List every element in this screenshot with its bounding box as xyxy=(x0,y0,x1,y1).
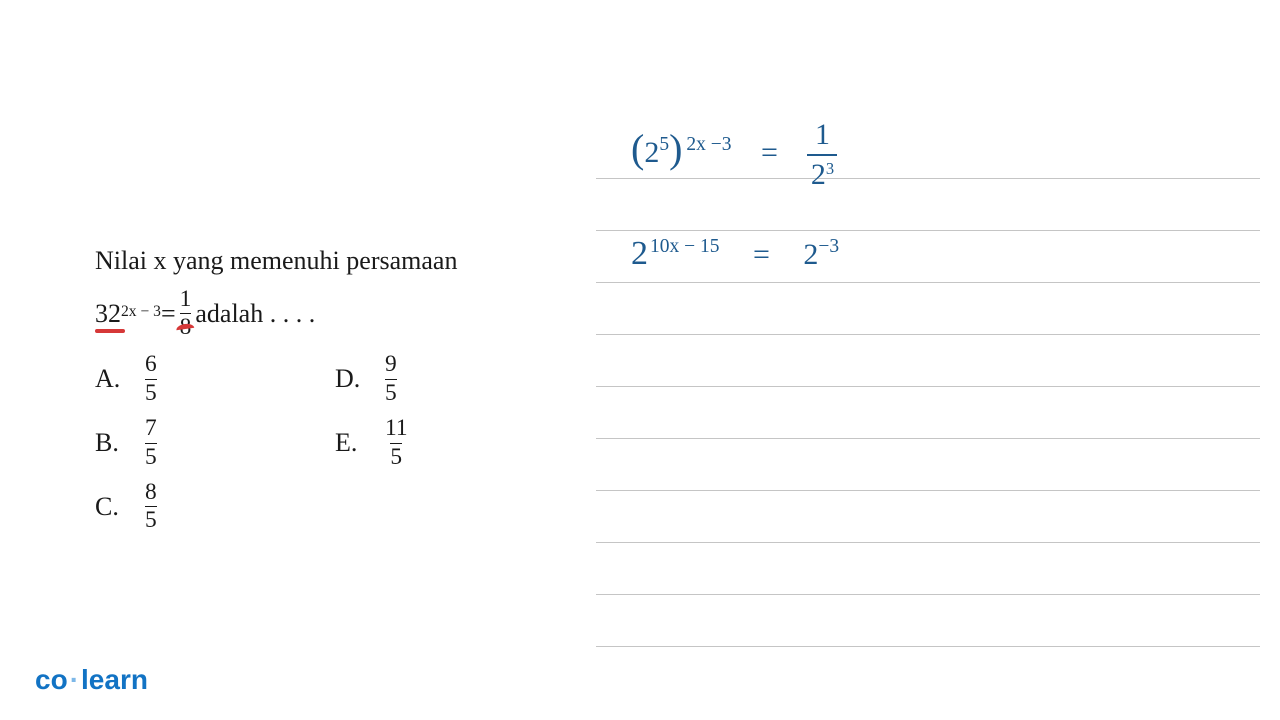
base-value: 32 xyxy=(95,299,121,328)
question-panel: Nilai x yang memenuhi persamaan 32 2x − … xyxy=(95,240,575,545)
hw2-exp: 10x − 15 xyxy=(650,236,720,257)
hw1-equals: = xyxy=(761,136,778,169)
hw1-base-exp: 5 xyxy=(659,134,669,155)
logo-dot: · xyxy=(70,664,79,695)
equation-exponent: 2x − 3 xyxy=(121,303,161,321)
hw1-paren-close: ) xyxy=(669,126,682,171)
hw1-outer-exp: 2x −3 xyxy=(686,134,731,155)
option-b: B. 7 5 xyxy=(95,417,335,469)
option-e-num: 11 xyxy=(385,417,408,442)
hw-step1: (25)2x −3 = 1 23 xyxy=(631,120,837,190)
option-d-num: 9 xyxy=(385,353,397,378)
rhs-num: 1 xyxy=(180,288,192,313)
hw1-paren-open: ( xyxy=(631,126,644,171)
hw2-rhs-exp: −3 xyxy=(818,236,839,257)
hw1-base: 2 xyxy=(644,136,659,169)
option-c-num: 8 xyxy=(145,481,157,506)
option-c-frac: 8 5 xyxy=(145,481,157,533)
hw1-rhs-num: 1 xyxy=(815,120,830,154)
option-d-label: D. xyxy=(335,364,365,394)
logo: co·learn xyxy=(35,664,148,696)
question-equation: 32 2x − 3 = 1 8 adalah . . . . xyxy=(95,288,575,340)
ruled-line xyxy=(596,594,1260,595)
option-a: A. 6 5 xyxy=(95,353,335,405)
notebook-panel: (25)2x −3 = 1 23 210x − 15 = 2−3 xyxy=(596,0,1280,720)
option-row-2: B. 7 5 E. 11 5 xyxy=(95,417,575,469)
rhs-fraction: 1 8 xyxy=(180,288,192,340)
rhs-fraction-wrap: 1 8 xyxy=(176,288,196,340)
hw1-rhs-den: 23 xyxy=(807,154,837,190)
question-line1: Nilai x yang memenuhi persamaan xyxy=(95,246,457,275)
ruled-line xyxy=(596,490,1260,491)
option-c-den: 5 xyxy=(145,506,157,532)
options-list: A. 6 5 D. 9 5 B. 7 5 xyxy=(95,353,575,532)
ruled-line xyxy=(596,438,1260,439)
option-e-label: E. xyxy=(335,428,365,458)
hw1-rhs-frac: 1 23 xyxy=(807,120,837,190)
hw1-rhs-den-exp: 3 xyxy=(826,159,834,178)
equation-suffix: adalah . . . . xyxy=(195,299,315,329)
option-b-frac: 7 5 xyxy=(145,417,157,469)
option-b-label: B. xyxy=(95,428,125,458)
hw1-rhs-den-base: 2 xyxy=(811,158,826,191)
option-e-den: 5 xyxy=(390,443,402,469)
option-b-den: 5 xyxy=(145,443,157,469)
hw2-equals: = xyxy=(753,238,770,271)
option-a-frac: 6 5 xyxy=(145,353,157,405)
ruled-line xyxy=(596,646,1260,647)
option-row-3: C. 8 5 xyxy=(95,481,575,533)
ruled-line xyxy=(596,542,1260,543)
question-prompt: Nilai x yang memenuhi persamaan xyxy=(95,240,575,282)
logo-part2: learn xyxy=(81,664,148,695)
option-a-den: 5 xyxy=(145,379,157,405)
option-e: E. 11 5 xyxy=(335,417,575,469)
option-row-1: A. 6 5 D. 9 5 xyxy=(95,353,575,405)
red-underline-base xyxy=(95,329,125,333)
ruled-line xyxy=(596,230,1260,231)
hw2-base: 2 xyxy=(631,235,648,272)
option-c: C. 8 5 xyxy=(95,481,365,533)
logo-part1: co xyxy=(35,664,68,695)
option-a-label: A. xyxy=(95,364,125,394)
option-d-frac: 9 5 xyxy=(385,353,397,405)
ruled-line xyxy=(596,334,1260,335)
hw-step2: 210x − 15 = 2−3 xyxy=(631,235,839,273)
option-d-den: 5 xyxy=(385,379,397,405)
option-b-num: 7 xyxy=(145,417,157,442)
ruled-line xyxy=(596,386,1260,387)
option-e-frac: 11 5 xyxy=(385,417,408,469)
option-a-num: 6 xyxy=(145,353,157,378)
hw2-rhs-base: 2 xyxy=(803,238,818,271)
option-c-label: C. xyxy=(95,492,125,522)
equation-base: 32 xyxy=(95,299,121,329)
option-d: D. 9 5 xyxy=(335,353,575,405)
equals-sign: = xyxy=(161,299,176,329)
ruled-line xyxy=(596,282,1260,283)
